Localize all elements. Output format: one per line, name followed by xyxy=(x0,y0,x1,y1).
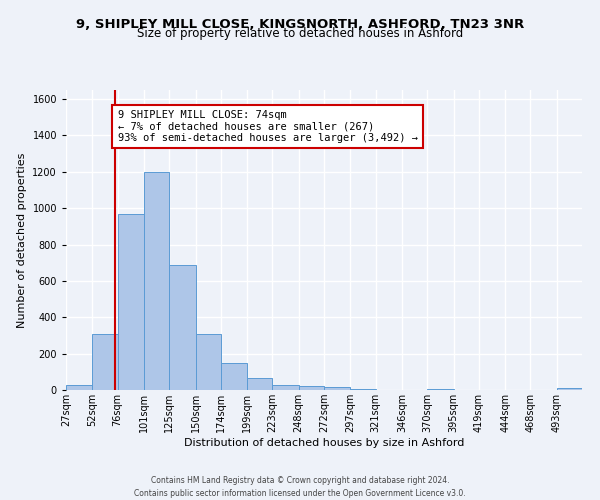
Bar xyxy=(66,384,92,390)
Bar xyxy=(169,264,196,390)
Bar xyxy=(299,386,324,390)
Bar xyxy=(221,362,247,390)
Bar xyxy=(196,334,221,390)
Bar xyxy=(92,334,118,390)
Bar xyxy=(247,378,272,390)
Text: 9 SHIPLEY MILL CLOSE: 74sqm
← 7% of detached houses are smaller (267)
93% of sem: 9 SHIPLEY MILL CLOSE: 74sqm ← 7% of deta… xyxy=(118,110,418,143)
Bar xyxy=(350,389,376,390)
Text: Size of property relative to detached houses in Ashford: Size of property relative to detached ho… xyxy=(137,28,463,40)
Bar xyxy=(118,214,144,390)
Bar xyxy=(144,172,169,390)
X-axis label: Distribution of detached houses by size in Ashford: Distribution of detached houses by size … xyxy=(184,438,464,448)
Text: Contains HM Land Registry data © Crown copyright and database right 2024.
Contai: Contains HM Land Registry data © Crown c… xyxy=(134,476,466,498)
Bar xyxy=(557,388,582,390)
Text: 9, SHIPLEY MILL CLOSE, KINGSNORTH, ASHFORD, TN23 3NR: 9, SHIPLEY MILL CLOSE, KINGSNORTH, ASHFO… xyxy=(76,18,524,30)
Bar xyxy=(427,389,454,390)
Y-axis label: Number of detached properties: Number of detached properties xyxy=(17,152,27,328)
Bar xyxy=(324,388,350,390)
Bar xyxy=(272,384,299,390)
